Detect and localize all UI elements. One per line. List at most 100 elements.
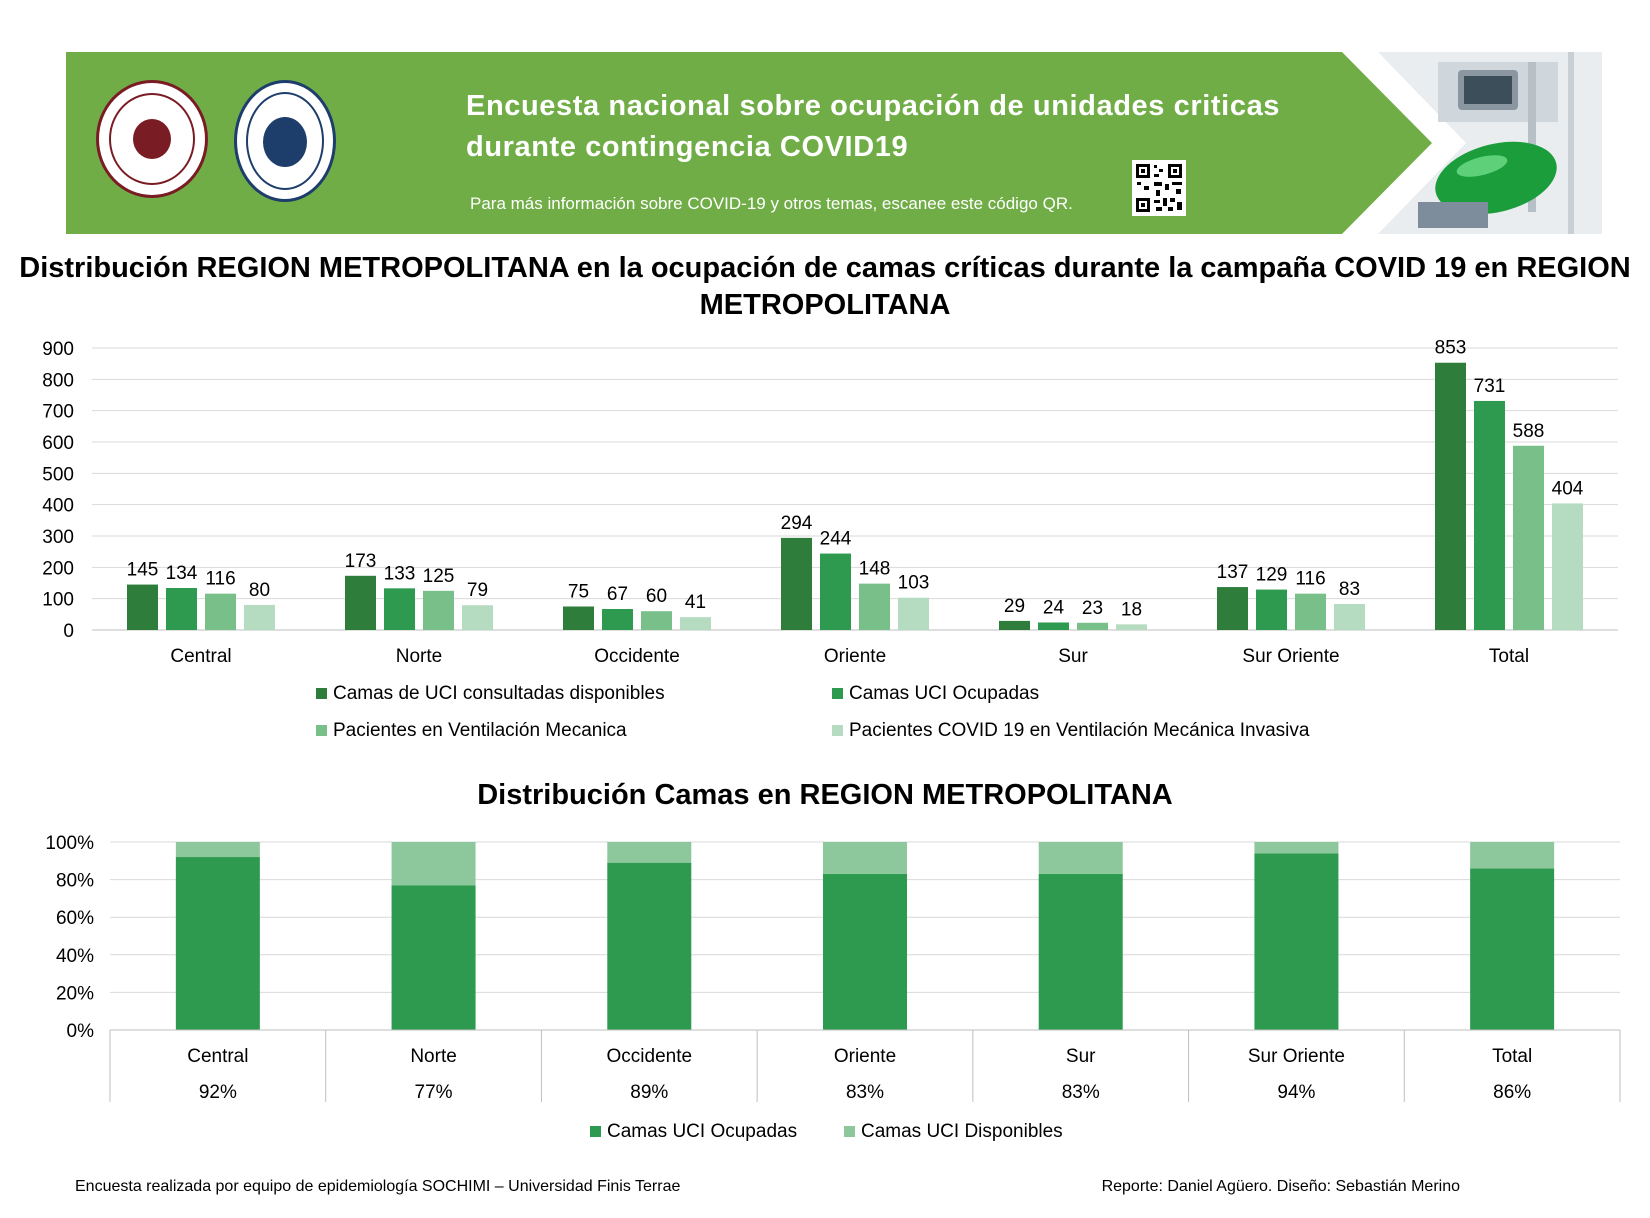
bar — [999, 620, 1030, 630]
stacked-bar-segment — [175, 842, 260, 858]
data-label: 103 — [898, 573, 930, 594]
data-label: 79 — [467, 580, 488, 601]
legend-swatch — [316, 725, 327, 736]
table-cell-value: 92% — [199, 1082, 237, 1103]
legend-swatch — [590, 1126, 601, 1137]
bar — [423, 590, 454, 630]
sochimi-logo — [96, 80, 208, 198]
legend-swatch — [316, 688, 327, 699]
data-label: 731 — [1474, 376, 1506, 397]
stacked-bar-segment — [391, 885, 476, 1030]
bar — [781, 537, 812, 630]
legend-swatch — [844, 1126, 855, 1137]
data-label: 134 — [166, 563, 198, 584]
bar — [1552, 503, 1583, 630]
chart1-title: Distribución REGION METROPOLITANA en la … — [19, 252, 1631, 321]
bar — [563, 606, 594, 630]
banner-subtitle: Para más información sobre COVID-19 y ot… — [470, 194, 1073, 213]
y-tick-label: 80% — [56, 871, 94, 892]
stacked-bar-segment — [1254, 842, 1339, 854]
legend-swatch — [832, 688, 843, 699]
data-label: 24 — [1043, 597, 1065, 618]
y-tick-label: 40% — [56, 946, 94, 967]
bar — [680, 617, 711, 630]
stacked-bar-segment — [175, 857, 260, 1030]
bar — [205, 593, 236, 630]
legend-label: Camas UCI Ocupadas — [607, 1121, 798, 1142]
banner-background — [66, 52, 1432, 234]
x-tick-label: Sur — [1066, 1046, 1096, 1067]
bar — [244, 604, 275, 630]
y-tick-label: 900 — [42, 339, 74, 360]
y-tick-label: 600 — [42, 433, 74, 454]
table-cell-value: 94% — [1277, 1082, 1315, 1103]
chart2-title: Distribución Camas en REGION METROPOLITA… — [477, 779, 1173, 811]
stacked-bar-segment — [1470, 842, 1555, 869]
bar — [859, 583, 890, 630]
bar — [898, 597, 929, 630]
y-tick-label: 0% — [67, 1021, 95, 1042]
data-label: 75 — [568, 582, 589, 603]
bar — [127, 584, 158, 630]
y-tick-label: 800 — [42, 370, 74, 391]
x-tick-label: Norte — [396, 646, 442, 667]
legend-swatch — [832, 725, 843, 736]
finis-terrae-logo — [234, 80, 336, 202]
data-label: 129 — [1256, 565, 1288, 586]
data-label: 80 — [249, 580, 270, 601]
x-tick-label: Norte — [410, 1046, 456, 1067]
data-label: 67 — [607, 584, 628, 605]
data-label: 29 — [1004, 596, 1025, 617]
bar — [1038, 622, 1069, 630]
bar — [1334, 603, 1365, 630]
y-tick-label: 400 — [42, 496, 74, 517]
data-label: 588 — [1513, 421, 1545, 442]
bar — [1513, 445, 1544, 630]
stacked-bar-segment — [607, 842, 692, 863]
bar — [1217, 587, 1248, 630]
legend-label: Camas de UCI consultadas disponibles — [333, 683, 665, 704]
qr-code-icon[interactable] — [1132, 160, 1186, 216]
bar — [1474, 400, 1505, 630]
x-tick-label: Central — [170, 646, 231, 667]
data-label: 83 — [1339, 579, 1360, 600]
y-tick-label: 100% — [45, 833, 94, 854]
stacked-bar-segment — [1470, 868, 1555, 1030]
data-label: 18 — [1121, 599, 1142, 620]
header-banner: Encuesta nacional sobre ocupación de uni… — [66, 52, 1602, 234]
y-tick-label: 200 — [42, 558, 74, 579]
data-label: 173 — [345, 551, 377, 572]
y-tick-label: 100 — [42, 590, 74, 611]
data-label: 294 — [781, 513, 813, 534]
x-tick-label: Oriente — [834, 1046, 896, 1067]
bar — [384, 588, 415, 630]
legend-label: Pacientes en Ventilación Mecanica — [333, 720, 627, 741]
stacked-bar-segment — [391, 842, 476, 886]
bar — [1435, 362, 1466, 630]
stacked-bar-segment — [823, 873, 907, 1030]
bar — [1077, 622, 1108, 630]
bar — [462, 605, 493, 630]
data-label: 137 — [1217, 562, 1249, 583]
bar — [1295, 593, 1326, 630]
x-tick-label: Sur Oriente — [1248, 1046, 1345, 1067]
icu-ventilator-photo — [1378, 52, 1602, 234]
bar — [641, 611, 672, 630]
legend-label: Camas UCI Ocupadas — [849, 683, 1040, 704]
data-label: 145 — [127, 560, 159, 581]
data-label: 133 — [384, 563, 416, 584]
bar — [345, 575, 376, 630]
y-tick-label: 60% — [56, 908, 94, 929]
y-tick-label: 500 — [42, 464, 74, 485]
stacked-bar-segment — [607, 862, 692, 1030]
banner-title: Encuesta nacional sobre ocupación de uni… — [466, 90, 1281, 163]
y-tick-label: 20% — [56, 983, 94, 1004]
bar — [1116, 624, 1147, 630]
table-cell-value: 83% — [1062, 1082, 1100, 1103]
data-label: 116 — [1295, 569, 1325, 590]
stacked-bar-segment — [1254, 853, 1339, 1030]
x-tick-label: Sur — [1058, 646, 1088, 667]
x-tick-label: Occidente — [607, 1046, 693, 1067]
x-tick-label: Occidente — [594, 646, 680, 667]
data-label: 60 — [646, 586, 667, 607]
